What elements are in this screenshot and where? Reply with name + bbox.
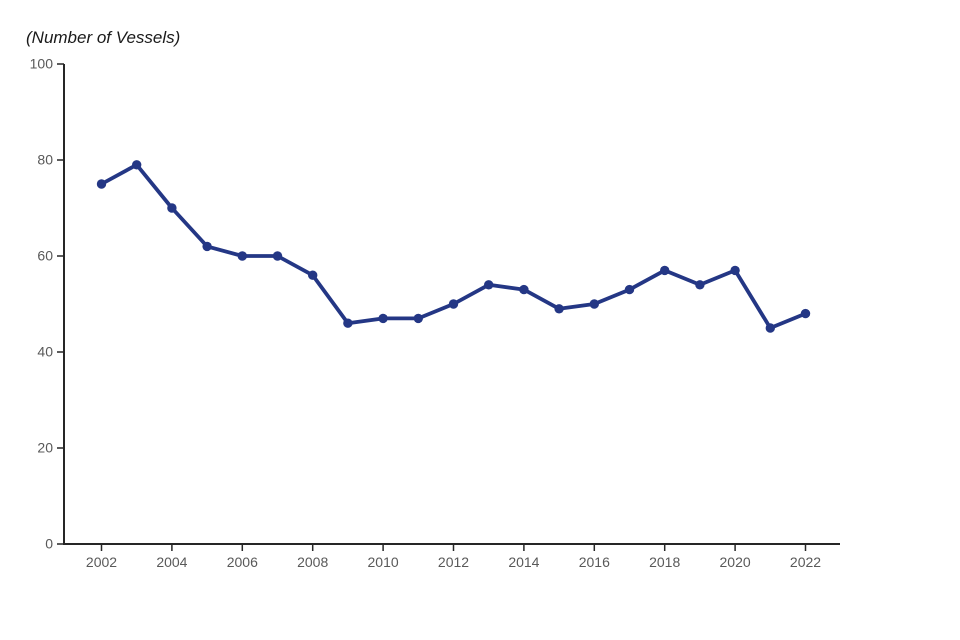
y-tick-label: 80 bbox=[37, 152, 53, 168]
data-point-2009 bbox=[343, 318, 353, 328]
y-tick-label: 20 bbox=[37, 440, 53, 456]
data-point-2003 bbox=[132, 160, 142, 170]
data-point-2015 bbox=[554, 304, 564, 314]
chart-title: (Number of Vessels) bbox=[26, 28, 181, 47]
x-tick-label: 2010 bbox=[368, 554, 399, 570]
x-tick-label: 2008 bbox=[297, 554, 328, 570]
data-point-2016 bbox=[589, 299, 599, 309]
data-point-2005 bbox=[202, 241, 212, 252]
data-point-2011 bbox=[413, 313, 423, 324]
y-tick-label: 0 bbox=[45, 536, 53, 552]
data-point-2007 bbox=[272, 251, 283, 261]
data-point-2020 bbox=[730, 265, 740, 276]
data-point-2019 bbox=[695, 280, 705, 290]
x-tick-label: 2006 bbox=[227, 554, 258, 570]
data-point-2002 bbox=[96, 179, 107, 189]
data-point-2014 bbox=[519, 284, 529, 295]
data-point-2006 bbox=[237, 251, 247, 261]
data-point-2008 bbox=[308, 270, 318, 280]
data-point-2012 bbox=[448, 299, 459, 309]
x-tick-label: 2014 bbox=[508, 554, 539, 570]
x-tick-label: 2002 bbox=[86, 554, 117, 570]
data-point-2013 bbox=[484, 280, 494, 290]
y-tick-label: 60 bbox=[37, 248, 53, 264]
x-tick-label: 2022 bbox=[790, 554, 821, 570]
x-tick-label: 2012 bbox=[438, 554, 469, 570]
data-point-2022 bbox=[800, 308, 811, 319]
data-point-2017 bbox=[624, 284, 635, 295]
data-point-2010 bbox=[378, 313, 388, 324]
data-point-2018 bbox=[660, 265, 670, 276]
data-point-2021 bbox=[765, 323, 775, 333]
x-tick-label: 2020 bbox=[720, 554, 751, 570]
x-tick-label: 2018 bbox=[649, 554, 680, 570]
y-tick-label: 100 bbox=[30, 56, 54, 72]
y-tick-label: 40 bbox=[37, 344, 53, 360]
x-tick-label: 2004 bbox=[156, 554, 187, 570]
data-point-2004 bbox=[167, 203, 177, 213]
x-tick-label: 2016 bbox=[579, 554, 610, 570]
